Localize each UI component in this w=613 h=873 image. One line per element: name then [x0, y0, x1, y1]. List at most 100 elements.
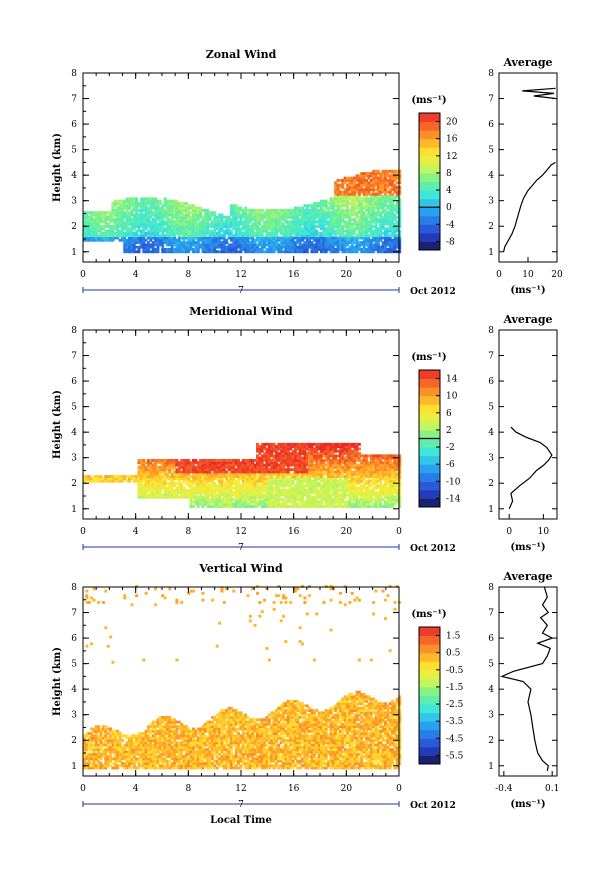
- field-cell: [94, 231, 98, 235]
- field-cell: [149, 486, 153, 490]
- field-cell: [296, 459, 300, 462]
- field-cell: [374, 211, 378, 215]
- field-cell: [286, 456, 290, 460]
- field-cell: [362, 190, 366, 194]
- field-cell: [282, 211, 286, 215]
- field-cell: [384, 250, 387, 254]
- field-cell: [215, 477, 219, 481]
- field-cell: [170, 468, 174, 472]
- field-cell: [343, 493, 347, 497]
- field-cell: [334, 486, 338, 490]
- field-cell: [353, 445, 357, 449]
- field-cell: [239, 241, 243, 244]
- field-cell: [398, 192, 402, 196]
- field-cell: [241, 236, 245, 240]
- field-cell: [384, 243, 387, 247]
- field-cell: [322, 236, 326, 240]
- field-cell: [182, 206, 186, 210]
- field-cell: [329, 199, 333, 203]
- field-cell: [317, 461, 321, 465]
- field-cell: [327, 208, 331, 212]
- field-cell: [104, 234, 108, 238]
- field-cell: [246, 488, 250, 492]
- field-cell: [353, 185, 357, 189]
- field-cell: [391, 243, 395, 247]
- field-cell: [163, 227, 167, 231]
- field-cell: [161, 208, 165, 212]
- field-cell: [215, 472, 219, 476]
- field-cell: [168, 204, 172, 208]
- field-cell: [362, 181, 366, 185]
- field-cell: [173, 215, 177, 219]
- field-cell: [275, 498, 278, 501]
- field-cell: [142, 204, 146, 208]
- field-cell: [170, 479, 174, 483]
- field-cell: [348, 225, 352, 228]
- field-cell: [218, 491, 222, 495]
- field-cell: [362, 222, 366, 226]
- field-cell: [173, 227, 177, 231]
- field-cell: [270, 472, 274, 476]
- field-cell: [279, 454, 283, 458]
- field-cell: [139, 220, 143, 224]
- field-cell: [194, 211, 198, 215]
- field-cell: [346, 227, 350, 231]
- field-cell: [87, 236, 91, 240]
- field-cell: [123, 211, 127, 215]
- field-cell: [282, 452, 286, 455]
- field-cell: [317, 211, 321, 215]
- field-cell: [194, 479, 198, 483]
- field-cell: [156, 472, 160, 476]
- field-cell: [165, 241, 169, 244]
- field-cell: [369, 204, 373, 208]
- field-cell: [310, 461, 314, 465]
- field-cell: [180, 241, 184, 244]
- field-cell: [130, 229, 134, 233]
- field-cell: [196, 475, 200, 478]
- field-cell: [175, 206, 179, 210]
- field-cell: [293, 231, 297, 235]
- field-cell: [315, 231, 319, 235]
- field-cell: [208, 248, 212, 251]
- field-cell: [282, 502, 286, 506]
- field-cell: [232, 498, 236, 501]
- field-cell: [201, 461, 205, 465]
- field-cell: [218, 241, 222, 244]
- field-cell: [199, 479, 203, 483]
- field-cell: [211, 493, 214, 497]
- field-cell: [165, 475, 169, 478]
- field-cell: [118, 479, 122, 483]
- field-cell: [372, 188, 376, 192]
- field-cell: [343, 192, 347, 196]
- field-cell: [339, 238, 342, 242]
- y-tick-label: 3: [71, 197, 77, 207]
- field-cell: [327, 227, 331, 231]
- field-cell: [339, 463, 342, 467]
- field-cell: [192, 229, 195, 233]
- field-cell: [320, 250, 323, 254]
- field-cell: [360, 211, 364, 215]
- field-cell: [161, 231, 165, 235]
- field-cell: [379, 231, 383, 235]
- field-cell: [213, 472, 217, 476]
- field-cell: [232, 470, 236, 474]
- field-cell: [282, 491, 286, 495]
- field-cell: [85, 227, 89, 231]
- field-cell: [282, 208, 286, 212]
- field-cell: [125, 250, 129, 254]
- field-cell: [123, 245, 127, 249]
- field-cell: [194, 213, 198, 217]
- field-cell: [135, 218, 139, 221]
- field-cell: [393, 188, 397, 192]
- field-cell: [184, 475, 188, 478]
- field-cell: [180, 465, 184, 469]
- field-cell: [343, 250, 347, 254]
- field-cell: [208, 218, 212, 221]
- field-cell: [225, 218, 229, 221]
- field-cell: [277, 222, 281, 226]
- field-cell: [284, 472, 288, 476]
- field-cell: [135, 231, 139, 235]
- field-cell: [336, 488, 340, 492]
- field-cell: [341, 197, 345, 201]
- field-cell: [384, 231, 387, 235]
